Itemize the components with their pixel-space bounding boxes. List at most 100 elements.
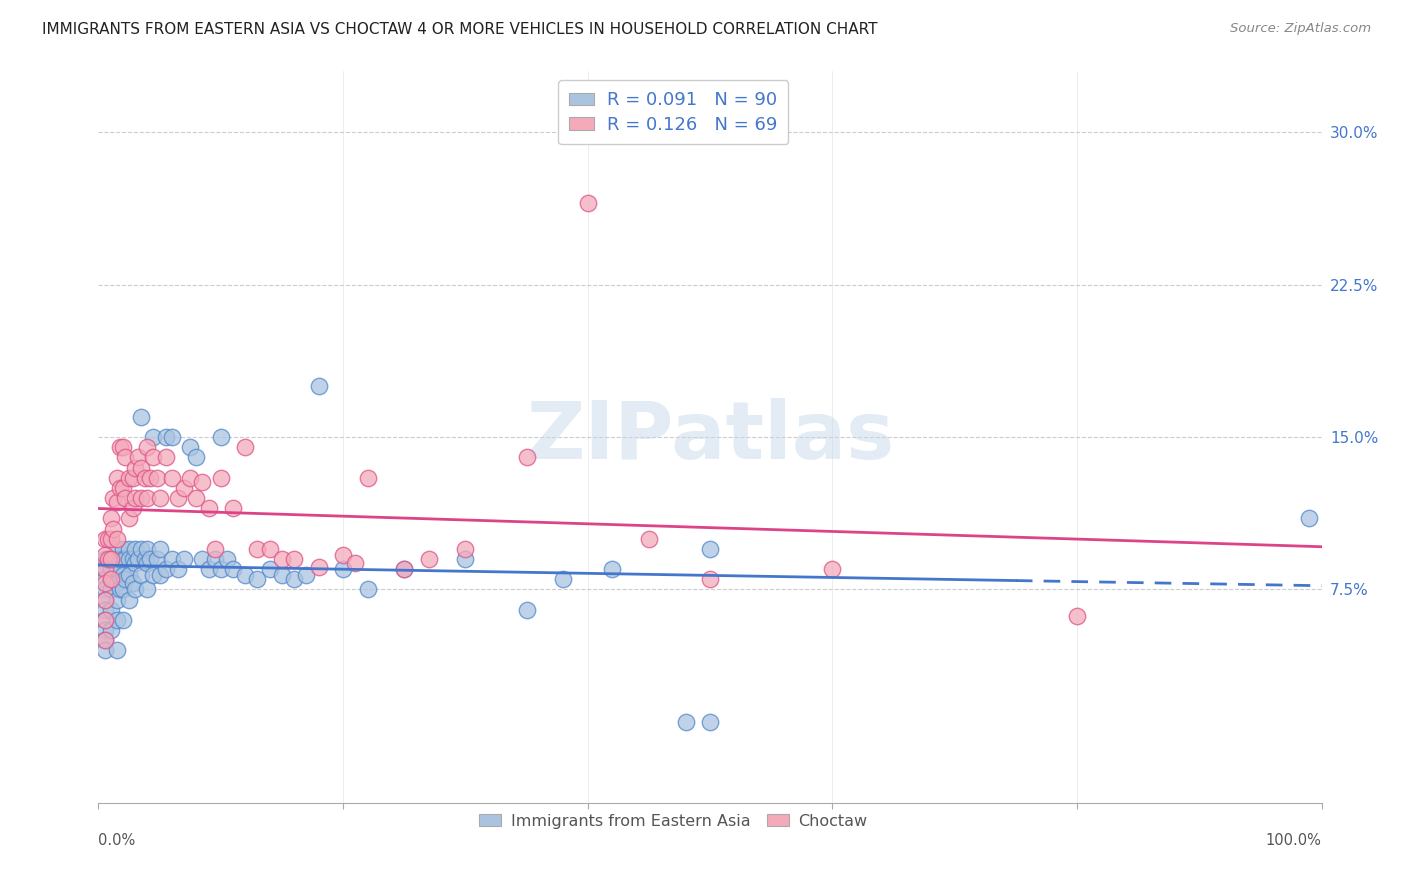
Point: [100, 532, 122, 546]
Point: [270, 568, 294, 582]
Point: [93, 643, 115, 657]
Point: [173, 481, 195, 495]
Point: [118, 552, 141, 566]
Point: [308, 560, 330, 574]
Point: [93, 633, 115, 648]
Point: [204, 552, 226, 566]
Point: [100, 603, 122, 617]
Point: [191, 552, 214, 566]
Point: [100, 572, 122, 586]
Point: [129, 409, 152, 424]
Point: [110, 582, 132, 597]
Point: [101, 491, 124, 505]
Point: [100, 511, 122, 525]
Point: [699, 572, 721, 586]
Point: [93, 572, 115, 586]
Point: [121, 576, 143, 591]
Point: [167, 491, 190, 505]
Point: [100, 572, 122, 586]
Point: [105, 471, 128, 485]
Point: [124, 460, 146, 475]
Point: [93, 592, 115, 607]
Point: [136, 491, 159, 505]
Point: [186, 491, 208, 505]
Point: [222, 562, 245, 576]
Point: [515, 603, 537, 617]
Text: Source: ZipAtlas.com: Source: ZipAtlas.com: [1230, 22, 1371, 36]
Point: [105, 643, 128, 657]
Point: [110, 481, 132, 495]
Point: [392, 562, 416, 576]
Point: [110, 552, 132, 566]
Point: [93, 562, 115, 576]
Point: [100, 623, 122, 637]
Point: [283, 552, 305, 566]
Point: [233, 568, 256, 582]
Point: [129, 460, 152, 475]
Point: [105, 576, 128, 591]
Point: [356, 582, 378, 597]
Point: [100, 582, 122, 597]
Point: [93, 552, 115, 566]
Point: [1066, 608, 1088, 623]
Point: [392, 562, 416, 576]
Text: ZIPatlas: ZIPatlas: [526, 398, 894, 476]
Point: [179, 471, 201, 485]
Point: [160, 471, 183, 485]
Point: [209, 430, 232, 444]
Point: [124, 541, 146, 556]
Point: [93, 623, 115, 637]
Point: [105, 541, 128, 556]
Point: [93, 613, 115, 627]
Point: [124, 582, 146, 597]
Point: [100, 552, 122, 566]
Point: [121, 552, 143, 566]
Point: [93, 582, 115, 597]
Point: [454, 541, 477, 556]
Point: [136, 582, 159, 597]
Point: [576, 196, 599, 211]
Point: [129, 568, 152, 582]
Point: [97, 552, 120, 566]
Point: [356, 471, 378, 485]
Point: [149, 541, 172, 556]
Point: [93, 633, 115, 648]
Point: [209, 562, 232, 576]
Point: [209, 471, 232, 485]
Point: [233, 440, 256, 454]
Point: [142, 450, 165, 465]
Point: [197, 501, 219, 516]
Point: [515, 450, 537, 465]
Point: [142, 430, 165, 444]
Point: [100, 552, 122, 566]
Point: [121, 501, 143, 516]
Point: [283, 572, 305, 586]
Point: [93, 532, 115, 546]
Point: [308, 379, 330, 393]
Point: [186, 450, 208, 465]
Point: [114, 450, 136, 465]
Point: [111, 552, 134, 566]
Point: [127, 552, 149, 566]
Point: [124, 491, 146, 505]
Point: [118, 511, 141, 525]
Point: [101, 521, 124, 535]
Point: [191, 475, 214, 489]
Point: [1298, 511, 1320, 525]
Point: [179, 440, 201, 454]
Point: [699, 541, 721, 556]
Point: [139, 552, 162, 566]
Point: [259, 562, 281, 576]
Point: [105, 592, 128, 607]
Point: [93, 613, 115, 627]
Point: [600, 562, 623, 576]
Point: [111, 440, 134, 454]
Point: [675, 714, 697, 729]
Point: [167, 562, 190, 576]
Point: [146, 552, 169, 566]
Point: [146, 471, 169, 485]
Point: [118, 568, 141, 582]
Point: [111, 582, 134, 597]
Point: [111, 613, 134, 627]
Point: [699, 714, 721, 729]
